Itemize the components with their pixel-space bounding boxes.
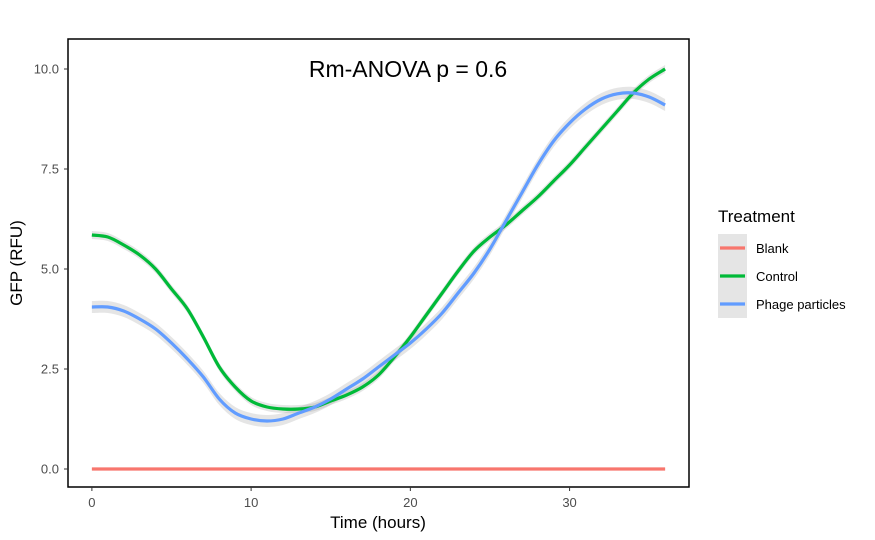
legend-items: Blank Control Phage particles [718, 234, 846, 318]
y-axis-title: GFP (RFU) [7, 220, 26, 306]
y-tick-label: 0.0 [41, 462, 59, 477]
axis-ticks: 0 10 20 30 0.0 2.5 5.0 7.5 10.0 [34, 62, 577, 511]
legend-label-blank: Blank [756, 241, 789, 256]
x-tick-label: 10 [244, 495, 258, 510]
x-tick-label: 0 [88, 495, 95, 510]
legend-label-phage-particles: Phage particles [756, 297, 846, 312]
panel-border [67, 38, 690, 488]
series-line-control [91, 67, 666, 411]
x-axis-title: Time (hours) [330, 513, 426, 532]
y-tick-label: 5.0 [41, 262, 59, 277]
y-tick-label: 2.5 [41, 362, 59, 377]
x-tick-label: 30 [562, 495, 576, 510]
legend-label-control: Control [756, 269, 798, 284]
anova-annotation: Rm-ANOVA p = 0.6 [309, 56, 507, 82]
series-lines [91, 67, 666, 471]
legend: Treatment Blank Control Phage particles [718, 207, 846, 318]
y-tick-label: 10.0 [34, 62, 59, 77]
series-line-phage-particles [91, 91, 666, 423]
y-tick-label: 7.5 [41, 162, 59, 177]
x-tick-label: 20 [403, 495, 417, 510]
legend-title: Treatment [718, 207, 795, 226]
